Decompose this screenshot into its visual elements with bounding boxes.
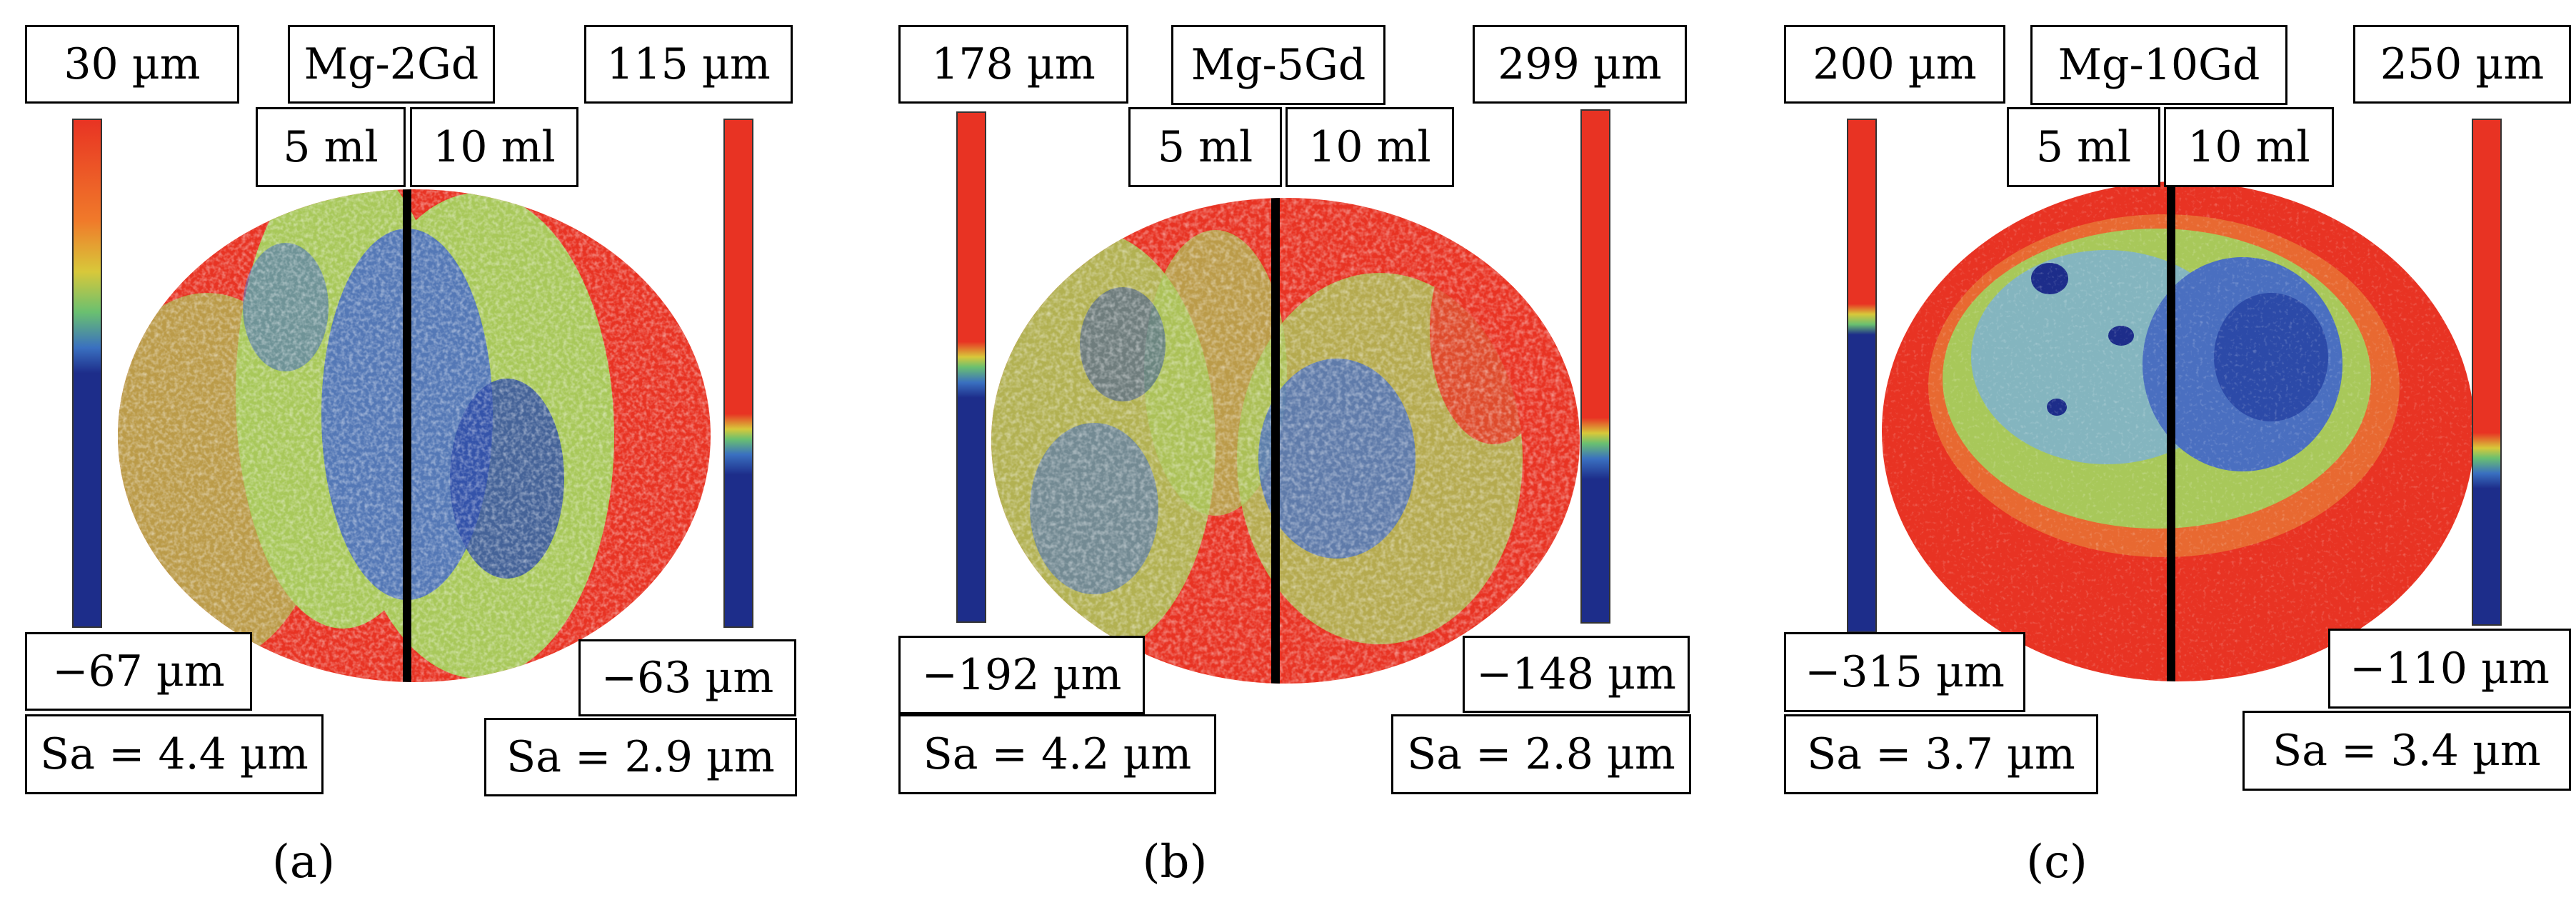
panel-a-left-min-label: −67 µm (25, 632, 252, 711)
panel-a-left-sa-label: Sa = 4.4 µm (25, 714, 324, 794)
panel-b-right-sa-label: Sa = 2.8 µm (1391, 714, 1691, 794)
panel-c-surface-map (1882, 181, 2475, 681)
panel-c-caption: (c) (2026, 836, 2088, 889)
panel-a-left-color-scale (72, 119, 102, 628)
panel-b-surface-map (991, 198, 1580, 684)
panel-b-right-max-label: 299 µm (1473, 25, 1687, 104)
panel-a-caption: (a) (271, 836, 336, 889)
panel-b-left-side-label: 5 ml (1128, 107, 1282, 187)
panel-a-alloy-label: Mg-2Gd (288, 25, 495, 104)
panel-b-left-color-scale (956, 111, 986, 623)
panel-c-right-side-label: 10 ml (2164, 107, 2334, 187)
panel-c-left-color-scale (1847, 119, 1877, 633)
panel-b-alloy-label: Mg-5Gd (1171, 25, 1385, 105)
panel-c-left-sa-label: Sa = 3.7 µm (1784, 714, 2098, 794)
panel-b-right-color-scale (1580, 109, 1610, 624)
panel-b-left-max-label: 178 µm (898, 25, 1128, 104)
panel-a-right-min-label: −63 µm (578, 639, 796, 716)
panel-b-right-side-label: 10 ml (1286, 107, 1454, 187)
panel-a-right-side-label: 10 ml (410, 107, 578, 187)
panel-c-right-max-label: 250 µm (2353, 25, 2571, 104)
panel-a-left-max-label: 30 µm (25, 25, 239, 104)
panel-b-caption: (b) (1142, 836, 1208, 889)
panel-c-right-sa-label: Sa = 3.4 µm (2242, 711, 2571, 791)
panel-b-left-min-label: −192 µm (898, 636, 1145, 714)
panel-c-alloy-label: Mg-10Gd (2030, 25, 2287, 105)
panel-a-left-side-label: 5 ml (256, 107, 406, 187)
panel-b-left-sa-label: Sa = 4.2 µm (898, 714, 1216, 794)
panel-c-left-min-label: −315 µm (1784, 632, 2025, 712)
panel-a-right-color-scale (723, 119, 753, 628)
panel-b-right-min-label: −148 µm (1463, 636, 1690, 713)
panel-c-right-min-label: −110 µm (2328, 629, 2571, 709)
panel-c-right-color-scale (2472, 119, 2502, 626)
panel-a-right-max-label: 115 µm (584, 25, 793, 104)
panel-a-right-sa-label: Sa = 2.9 µm (484, 718, 797, 796)
panel-c-left-max-label: 200 µm (1784, 25, 2005, 104)
panel-a-surface-map (118, 189, 711, 682)
panel-c-left-side-label: 5 ml (2007, 107, 2160, 187)
